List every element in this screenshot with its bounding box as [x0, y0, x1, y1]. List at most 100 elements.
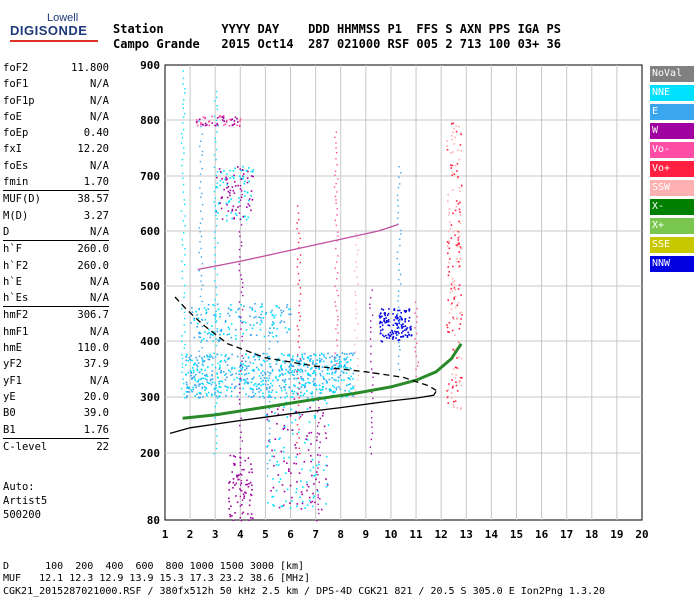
echo-point [181, 366, 184, 368]
echo-point [312, 360, 314, 362]
echo-point [227, 326, 230, 329]
echo-point [288, 456, 290, 459]
echo-point [398, 369, 401, 371]
param-row: fxI 12.20 [3, 141, 109, 157]
echo-point [397, 363, 400, 365]
echo-point [311, 393, 313, 395]
echo-point [202, 395, 204, 398]
echo-point [299, 293, 302, 295]
echo-point [330, 361, 333, 364]
echo-point [328, 388, 331, 391]
echo-point [397, 326, 400, 329]
echo-point [330, 367, 332, 370]
echo-point [258, 391, 260, 393]
echo-point [266, 353, 268, 355]
echo-point [257, 369, 260, 371]
echo-point [203, 307, 206, 309]
echo-point [213, 166, 216, 169]
echo-point [309, 406, 311, 409]
echo-point [228, 328, 231, 330]
echo-point [238, 201, 240, 203]
echo-point [298, 411, 300, 413]
echo-point [291, 389, 293, 392]
echo-point [298, 279, 301, 281]
echo-point [238, 124, 241, 127]
echo-point [398, 341, 400, 344]
echo-point [184, 343, 186, 346]
echo-point [451, 174, 453, 177]
echo-point [218, 115, 221, 118]
echo-point [450, 224, 453, 226]
echo-point [240, 431, 242, 433]
echo-point [316, 520, 318, 522]
echo-point [346, 395, 348, 398]
echo-point [448, 321, 451, 324]
echo-point [211, 122, 214, 124]
echo-point [457, 242, 460, 244]
echo-point [283, 380, 286, 382]
echo-point [295, 487, 298, 490]
echo-point [310, 354, 312, 357]
echo-point [283, 321, 286, 323]
y-tick-label: 200 [140, 447, 160, 460]
echo-point [455, 367, 458, 369]
echo-point [334, 371, 337, 373]
echo-point [258, 358, 261, 361]
x-tick-label: 4 [237, 528, 244, 541]
echo-point [371, 432, 374, 435]
echo-point [317, 508, 320, 511]
echo-point [223, 120, 226, 123]
echo-point [254, 352, 256, 355]
echo-point [266, 467, 269, 470]
echo-point [226, 178, 228, 180]
echo-point [260, 377, 262, 380]
echo-point [198, 331, 200, 334]
echo-point [221, 177, 223, 180]
echo-point [391, 331, 394, 334]
echo-point [217, 395, 220, 398]
echo-point [204, 374, 206, 377]
echo-point [186, 383, 188, 386]
echo-point [288, 386, 291, 389]
echo-point [240, 274, 242, 276]
echo-point [261, 310, 264, 313]
echo-point [289, 308, 291, 310]
echo-point [452, 151, 454, 153]
echo-point [335, 158, 337, 160]
echo-point [299, 453, 301, 455]
echo-point [199, 383, 201, 385]
echo-point [239, 199, 242, 201]
echo-point [215, 442, 218, 444]
param-label: B0 [3, 407, 16, 420]
echo-point [211, 378, 214, 380]
echo-point [312, 496, 315, 499]
echo-point [306, 489, 308, 492]
echo-point [240, 363, 243, 365]
echo-point [297, 377, 300, 379]
echo-point [342, 366, 345, 368]
echo-point [322, 360, 325, 363]
echo-point [201, 372, 204, 375]
echo-point [251, 484, 253, 487]
echo-point [336, 344, 339, 347]
echo-point [325, 379, 328, 382]
echo-point [338, 358, 341, 361]
echo-point [198, 120, 200, 122]
echo-point [216, 122, 218, 125]
echo-point [325, 357, 327, 360]
param-row: B0 39.0 [3, 405, 109, 421]
echo-point [398, 263, 401, 265]
echo-point [207, 391, 210, 394]
echo-point [215, 395, 218, 397]
param-value: N/A [90, 275, 109, 288]
x-tick-label: 7 [312, 528, 319, 541]
echo-point [239, 168, 242, 170]
echo-point [182, 191, 185, 193]
echo-point [275, 363, 278, 365]
echo-point [198, 227, 200, 229]
echo-point [301, 502, 304, 505]
auto-program: Artist5 [3, 495, 48, 507]
echo-point [229, 513, 231, 516]
echo-point [459, 323, 462, 325]
echo-point [400, 233, 402, 235]
